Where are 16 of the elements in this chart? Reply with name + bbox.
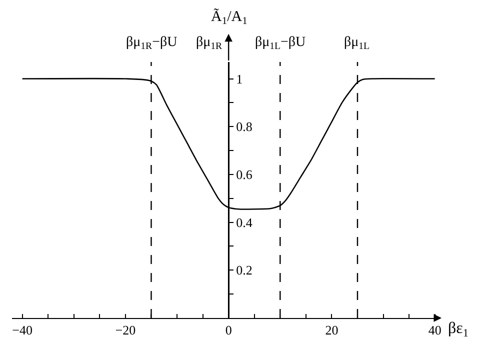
x-tick-label: 20 [325, 322, 338, 338]
ref-line-label: βμ$_{1R}$−βU [126, 35, 178, 52]
y-tick-label: 1 [236, 71, 243, 86]
x-tick-label: −40 [12, 322, 32, 338]
ref-line-label: βμ$_{1L}$ [344, 35, 370, 52]
y-tick-label: 0.8 [236, 119, 252, 134]
y-tick-label: 0.6 [236, 167, 253, 182]
x-tick-label: 0 [225, 322, 232, 338]
y-tick-label: 0.4 [236, 214, 253, 230]
ref-line-label: βμ$_{1R}$ [196, 35, 223, 52]
x-tick-label: −20 [115, 322, 136, 338]
ref-line-label: βμ$_{1L}$−βU [255, 35, 306, 52]
x-axis-title: βε$_{1}$ [448, 320, 468, 340]
y-tick-label: 0.2 [236, 262, 252, 278]
x-tick-label: 40 [428, 322, 442, 338]
y-axis-title: Ã$_{1}$/A$_{1}$ [211, 8, 248, 28]
